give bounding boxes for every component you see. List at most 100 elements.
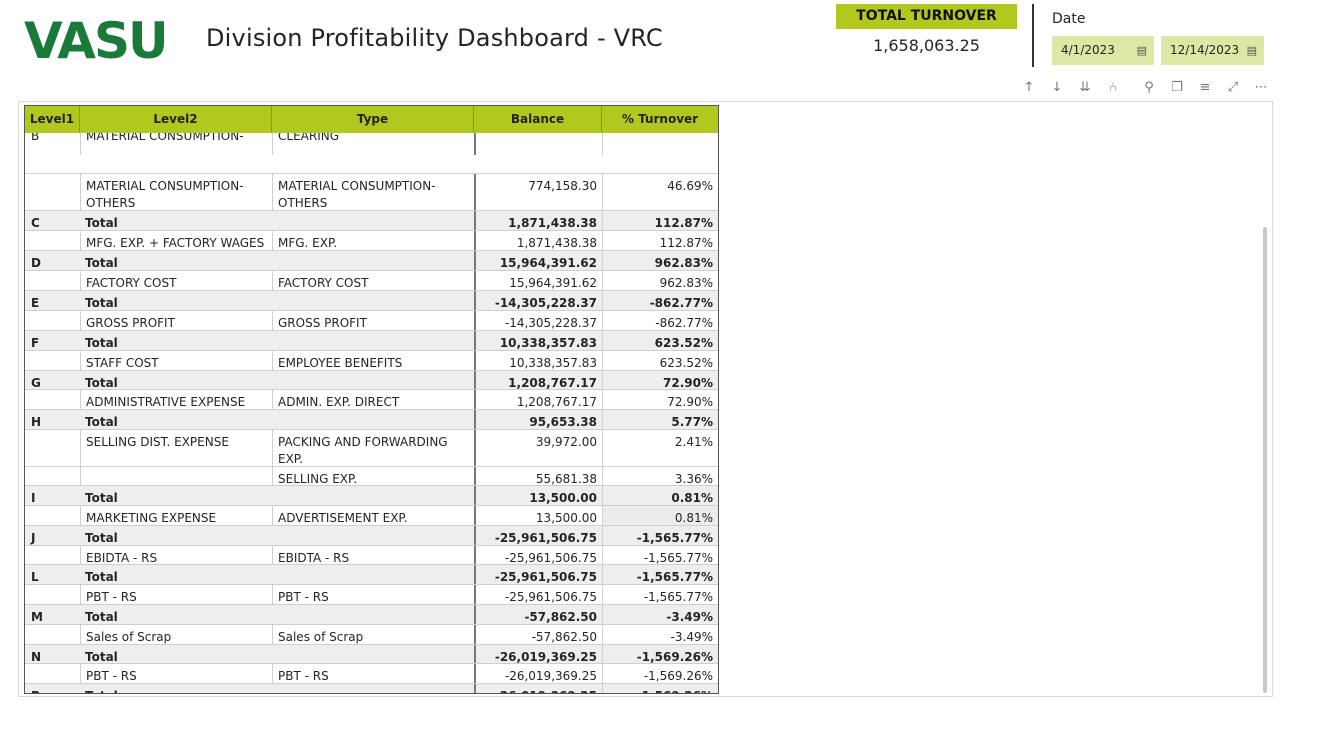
table-row[interactable]: MATERIAL CONSUMPTION-OTHERS MATERIAL CONS…: [25, 173, 718, 210]
copy-icon[interactable]: ❐: [1171, 80, 1183, 95]
table-total-row[interactable]: PTotal -26,019,369.25-1,569.26%: [25, 683, 718, 693]
level1-cell: M: [31, 610, 43, 624]
double-arrow-down-icon[interactable]: ⇊: [1079, 80, 1091, 95]
table-total-row[interactable]: J Total -25,961,506.75 -1,565.77%: [25, 525, 718, 545]
level1-cell: [25, 311, 80, 330]
column-header-balance[interactable]: Balance: [474, 106, 602, 133]
type-cell: [272, 565, 474, 584]
arrow-down-icon[interactable]: ↓: [1051, 80, 1063, 95]
type-cell: SELLING EXP.: [272, 467, 474, 485]
profitability-table: Level1 Level2 Type Balance % Turnover B M…: [24, 105, 719, 694]
pct-turnover-cell: 623.52%: [602, 331, 718, 350]
pct-turnover-cell: 72.90%: [602, 390, 718, 409]
level2-cell: [80, 467, 272, 485]
level2-cell: Total: [85, 570, 118, 584]
divider: [1032, 4, 1034, 67]
level1-cell: [25, 625, 80, 644]
filter-icon[interactable]: ≡: [1199, 80, 1211, 95]
table-row[interactable]: SELLING EXP. 55,681.38 3.36%: [25, 466, 718, 485]
table-total-row[interactable]: I Total 13,500.00 0.81%: [25, 485, 718, 505]
end-date-value: 12/14/2023: [1170, 43, 1240, 57]
page-title: Division Profitability Dashboard - VRC: [206, 24, 663, 52]
date-filter-label: Date: [1052, 11, 1086, 27]
level1-cell: J: [31, 531, 36, 545]
table-row[interactable]: Sales of Scrap Sales of Scrap -57,862.50 -3…: [25, 624, 718, 644]
type-cell: [272, 684, 474, 693]
balance-cell: -25,961,506.75: [474, 546, 602, 564]
level1-cell: [25, 430, 80, 466]
calendar-icon[interactable]: ▤: [1136, 44, 1147, 57]
expand-hierarchy-icon[interactable]: ⑃: [1109, 80, 1117, 95]
table-row[interactable]: MARKETING EXPENSE ADVERTISEMENT EXP. 13,50…: [25, 505, 718, 525]
type-cell: MATERIAL CONSUMPTION-OTHERS: [272, 174, 474, 210]
level2-cell: Total: [85, 650, 118, 663]
calendar-icon[interactable]: ▤: [1246, 44, 1257, 57]
table-total-row[interactable]: M Total -57,862.50 -3.49%: [25, 604, 718, 624]
table-header: Level1 Level2 Type Balance % Turnover: [25, 106, 718, 133]
type-cell: Sales of Scrap: [272, 625, 474, 644]
table-total-row[interactable]: L Total -25,961,506.75 -1,565.77%: [25, 564, 718, 584]
table-total-row[interactable]: G Total 1,208,767.17 72.90%: [25, 370, 718, 389]
balance-cell: 15,964,391.62: [474, 271, 602, 290]
type-cell: [272, 251, 474, 270]
table-row[interactable]: FACTORY COST FACTORY COST 15,964,391.62 962…: [25, 270, 718, 290]
table-total-row[interactable]: N Total -26,019,369.25 -1,569.26%: [25, 644, 718, 663]
table-visual-frame: [18, 101, 1273, 697]
table-row[interactable]: PBT - RS PBT - RS -25,961,506.75 -1,565.77%: [25, 584, 718, 604]
type-cell: FACTORY COST: [272, 271, 474, 290]
start-date-input[interactable]: 4/1/2023 ▤: [1052, 36, 1154, 65]
pct-turnover-cell: 112.87%: [602, 231, 718, 250]
type-cell: MFG. EXP.: [272, 231, 474, 250]
level1-cell: P: [25, 684, 80, 693]
column-header-pct-turnover[interactable]: % Turnover: [621, 112, 699, 126]
start-date-value: 4/1/2023: [1061, 43, 1115, 57]
table-total-row[interactable]: H Total 95,653.38 5.77%: [25, 409, 718, 429]
level2-cell: Total: [85, 376, 118, 389]
table-total-row[interactable]: C Total 1,871,438.38 112.87%: [25, 210, 718, 230]
table-row[interactable]: SELLING DIST. EXPENSE PACKING AND FORWARD…: [25, 429, 718, 466]
table-row[interactable]: EBIDTA - RS EBIDTA - RS -25,961,506.75 -1,5…: [25, 545, 718, 564]
level2-cell: MFG. EXP. + FACTORY WAGES: [80, 231, 272, 250]
type-cell: PBT - RS: [272, 585, 474, 604]
table-total-row[interactable]: D Total 15,964,391.62 962.83%: [25, 250, 718, 270]
table-total-row[interactable]: F Total 10,338,357.83 623.52%: [25, 330, 718, 350]
type-cell: [272, 486, 474, 505]
balance-cell: 95,653.38: [474, 410, 602, 429]
end-date-input[interactable]: 12/14/2023 ▤: [1161, 36, 1264, 65]
pct-turnover-cell: 962.83%: [602, 271, 718, 290]
column-header-level2[interactable]: Level2: [80, 106, 272, 133]
level1-cell: G: [31, 376, 41, 389]
balance-cell: 1,871,438.38: [474, 211, 602, 230]
pct-turnover-cell: 72.90%: [602, 371, 718, 389]
vertical-scrollbar[interactable]: [1263, 227, 1267, 693]
table-row[interactable]: ADMINISTRATIVE EXPENSE ADMIN. EXP. DIRECT…: [25, 389, 718, 409]
pin-icon[interactable]: ⚲: [1144, 80, 1154, 95]
pct-turnover-cell: -862.77%: [602, 311, 718, 330]
pct-turnover-cell: 0.81%: [602, 506, 718, 525]
level2-cell: Total: [85, 216, 118, 230]
table-total-row[interactable]: E Total -14,305,228.37 -862.77%: [25, 290, 718, 310]
level2-cell: Total: [85, 531, 118, 545]
level1-cell: L: [31, 570, 39, 584]
pct-turnover-cell: 623.52%: [602, 351, 718, 370]
level2-cell: MARKETING EXPENSE: [80, 506, 272, 525]
table-row[interactable]: MFG. EXP. + FACTORY WAGES MFG. EXP. 1,871,…: [25, 230, 718, 250]
table-row[interactable]: GROSS PROFIT GROSS PROFIT -14,305,228.37 -8…: [25, 310, 718, 330]
pct-turnover-cell: 3.36%: [602, 467, 718, 485]
level1-cell: [25, 351, 80, 370]
arrow-up-icon[interactable]: ↑: [1023, 80, 1035, 95]
type-cell: GROSS PROFIT: [272, 311, 474, 330]
level1-cell: [25, 664, 80, 683]
type-cell: [272, 211, 474, 230]
column-header-level1[interactable]: Level1: [25, 106, 80, 133]
balance-cell: 39,972.00: [474, 430, 602, 466]
level2-cell: ADMINISTRATIVE EXPENSE: [80, 390, 272, 409]
level2-cell: Total: [85, 296, 118, 310]
table-row[interactable]: STAFF COST EMPLOYEE BENEFITS 10,338,357.83…: [25, 350, 718, 370]
balance-cell: -26,019,369.25: [474, 664, 602, 683]
more-options-icon[interactable]: ⋯: [1254, 80, 1268, 95]
pct-turnover-cell: -1,565.77%: [602, 565, 718, 584]
focus-mode-icon[interactable]: ⤢: [1227, 80, 1239, 95]
column-header-type[interactable]: Type: [272, 106, 474, 133]
table-row[interactable]: PBT - RS PBT - RS -26,019,369.25 -1,569.26%: [25, 663, 718, 683]
